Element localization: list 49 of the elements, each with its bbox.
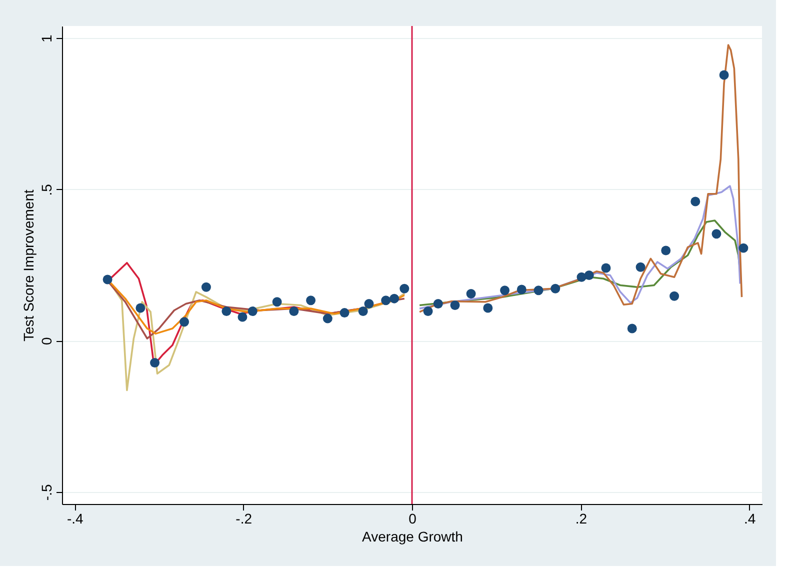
x-axis-title: Average Growth [362,528,463,544]
point [627,324,637,334]
point [248,306,258,316]
point [576,272,586,282]
point [690,196,700,206]
y-tick-label: -.5 [38,484,54,501]
point [550,284,560,294]
point [340,308,350,318]
point [433,298,443,308]
point [636,262,646,272]
point [136,303,146,313]
point [423,306,433,316]
point [306,296,316,306]
y-axis-title: Test Score Improvement [20,190,36,342]
y-tick-label: 0 [38,337,54,346]
point [381,296,391,306]
point [150,358,160,368]
point [364,298,374,308]
point [500,286,510,296]
point [670,291,680,301]
point [102,274,112,284]
point [483,303,493,313]
point [272,297,282,307]
point [450,300,460,310]
point [222,306,232,316]
x-tick-label: -.4 [66,510,84,526]
point [238,312,248,322]
point [466,289,476,298]
point [289,306,299,316]
point [400,284,410,294]
point [601,263,611,273]
x-tick-label: .2 [575,510,588,526]
point [358,306,368,316]
point [322,314,332,324]
point [534,286,544,296]
point [584,270,594,280]
y-tick-label: .5 [38,184,54,196]
x-tick-label: 0 [408,510,417,526]
point [738,243,748,253]
x-tick-label: -.2 [236,510,252,526]
point [712,229,722,239]
point [516,284,526,294]
point [719,70,729,80]
point [201,282,211,292]
x-tick-label: .4 [744,510,756,526]
point [661,246,671,256]
point [180,317,190,327]
point [390,294,400,304]
y-tick-label: 1 [38,34,54,42]
